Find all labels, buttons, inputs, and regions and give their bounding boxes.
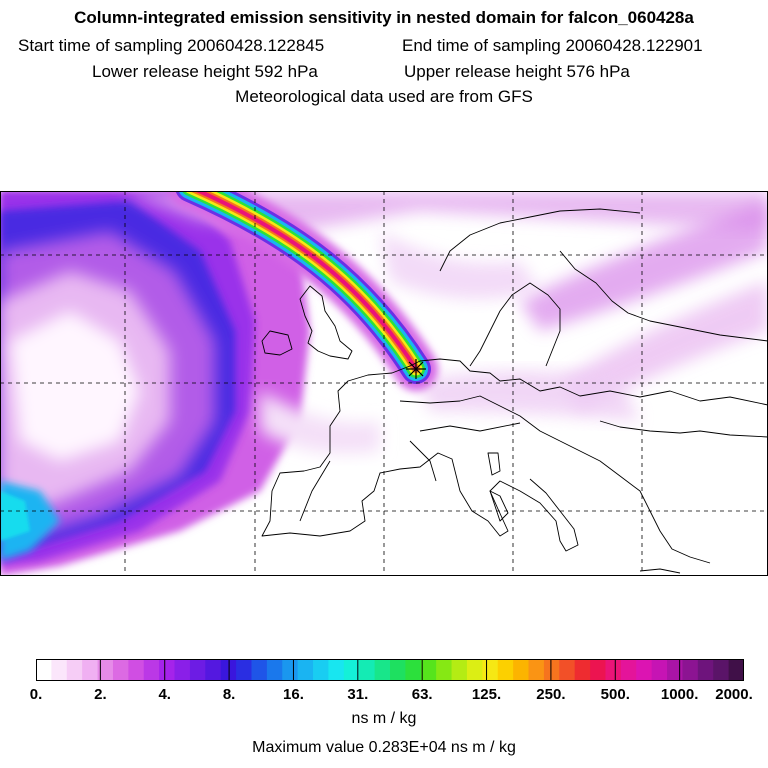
units-label: ns m / kg — [351, 710, 417, 727]
color-scale-tick-label: 63. — [411, 686, 433, 703]
start-time-label: Start time of sampling 20060428.122845 — [18, 36, 325, 55]
color-scale-tick-label: 2. — [94, 686, 107, 703]
color-scale-segment — [574, 659, 591, 681]
color-scale-tick-label: 31. — [347, 686, 369, 703]
plot-title: Column-integrated emission sensitivity i… — [74, 8, 694, 27]
color-scale-segment — [189, 659, 206, 681]
end-time-label: End time of sampling 20060428.122901 — [402, 36, 703, 55]
color-scale-tick-label: 500. — [600, 686, 630, 703]
emission-plume — [168, 191, 438, 391]
map-grid — [0, 191, 768, 576]
color-scale-tick-label: 0. — [29, 686, 43, 703]
color-scale-segment — [543, 659, 560, 681]
color-scale-tick-label: 2000. — [715, 686, 753, 703]
color-scale-segment — [451, 659, 468, 681]
color-scale-segment — [297, 659, 314, 681]
color-scale-segment — [97, 659, 114, 681]
color-scale-segment — [528, 659, 545, 681]
color-scale-segment — [143, 659, 160, 681]
color-scale-segment — [282, 659, 299, 681]
color-scale-segment — [66, 659, 83, 681]
color-scale-segment — [605, 659, 622, 681]
color-scale-segment — [420, 659, 437, 681]
color-scale-segment — [482, 659, 499, 681]
color-scale-segment — [405, 659, 422, 681]
color-scale-segment — [236, 659, 253, 681]
color-scale-tick-label: 16. — [283, 686, 304, 703]
color-scale-segment — [466, 659, 483, 681]
color-scale-tick-label: 8. — [222, 686, 236, 703]
upper-release-height-label: Upper release height 576 hPa — [404, 62, 630, 81]
color-scale-segment — [682, 659, 699, 681]
color-scale-segment — [728, 659, 744, 681]
color-scale-frame — [36, 659, 744, 681]
color-scale-segment — [128, 659, 145, 681]
met-data-label: Meteorological data used are from GFS — [235, 87, 533, 106]
color-scale-segment — [251, 659, 268, 681]
color-scale-segment — [343, 659, 360, 681]
color-scale-segment — [313, 659, 330, 681]
color-scale-segment — [636, 659, 653, 681]
color-scale-segment — [667, 659, 684, 681]
coastlines — [261, 208, 768, 574]
color-scale-segment — [159, 659, 176, 681]
color-scale-tick-label: 4. — [158, 686, 171, 703]
color-scale-tick-label: 250. — [536, 686, 566, 703]
color-scale-segment — [359, 659, 376, 681]
sensitivity-map — [0, 191, 768, 576]
color-scale-segment — [390, 659, 406, 681]
color-scale-segment — [513, 659, 530, 681]
color-scale-bar — [36, 659, 744, 681]
color-scale-segment — [651, 659, 668, 681]
color-scale-segment — [328, 659, 345, 681]
color-scale-segment — [620, 659, 637, 681]
color-scale-segment — [51, 659, 68, 681]
color-scale-segment — [713, 659, 730, 681]
release-point-star — [406, 359, 426, 379]
color-scale-segment — [559, 659, 576, 681]
color-scale-segment — [82, 659, 99, 681]
maximum-value-label: Maximum value 0.283E+04 ns m / kg — [252, 739, 516, 756]
color-scale-segment — [697, 659, 714, 681]
color-scale-segment — [436, 659, 453, 681]
color-scale-segment — [36, 659, 52, 681]
color-scale-segment — [497, 659, 514, 681]
color-scale-segment — [590, 659, 607, 681]
color-scale-segment — [374, 659, 391, 681]
color-scale-segment — [266, 659, 283, 681]
color-scale-tick-label: 125. — [471, 686, 502, 703]
color-scale-tick-label: 1000. — [660, 686, 699, 703]
lower-release-height-label: Lower release height 592 hPa — [92, 62, 318, 81]
color-scale-segment — [205, 659, 222, 681]
color-scale-segment — [174, 659, 191, 681]
color-scale-segment — [112, 659, 129, 681]
